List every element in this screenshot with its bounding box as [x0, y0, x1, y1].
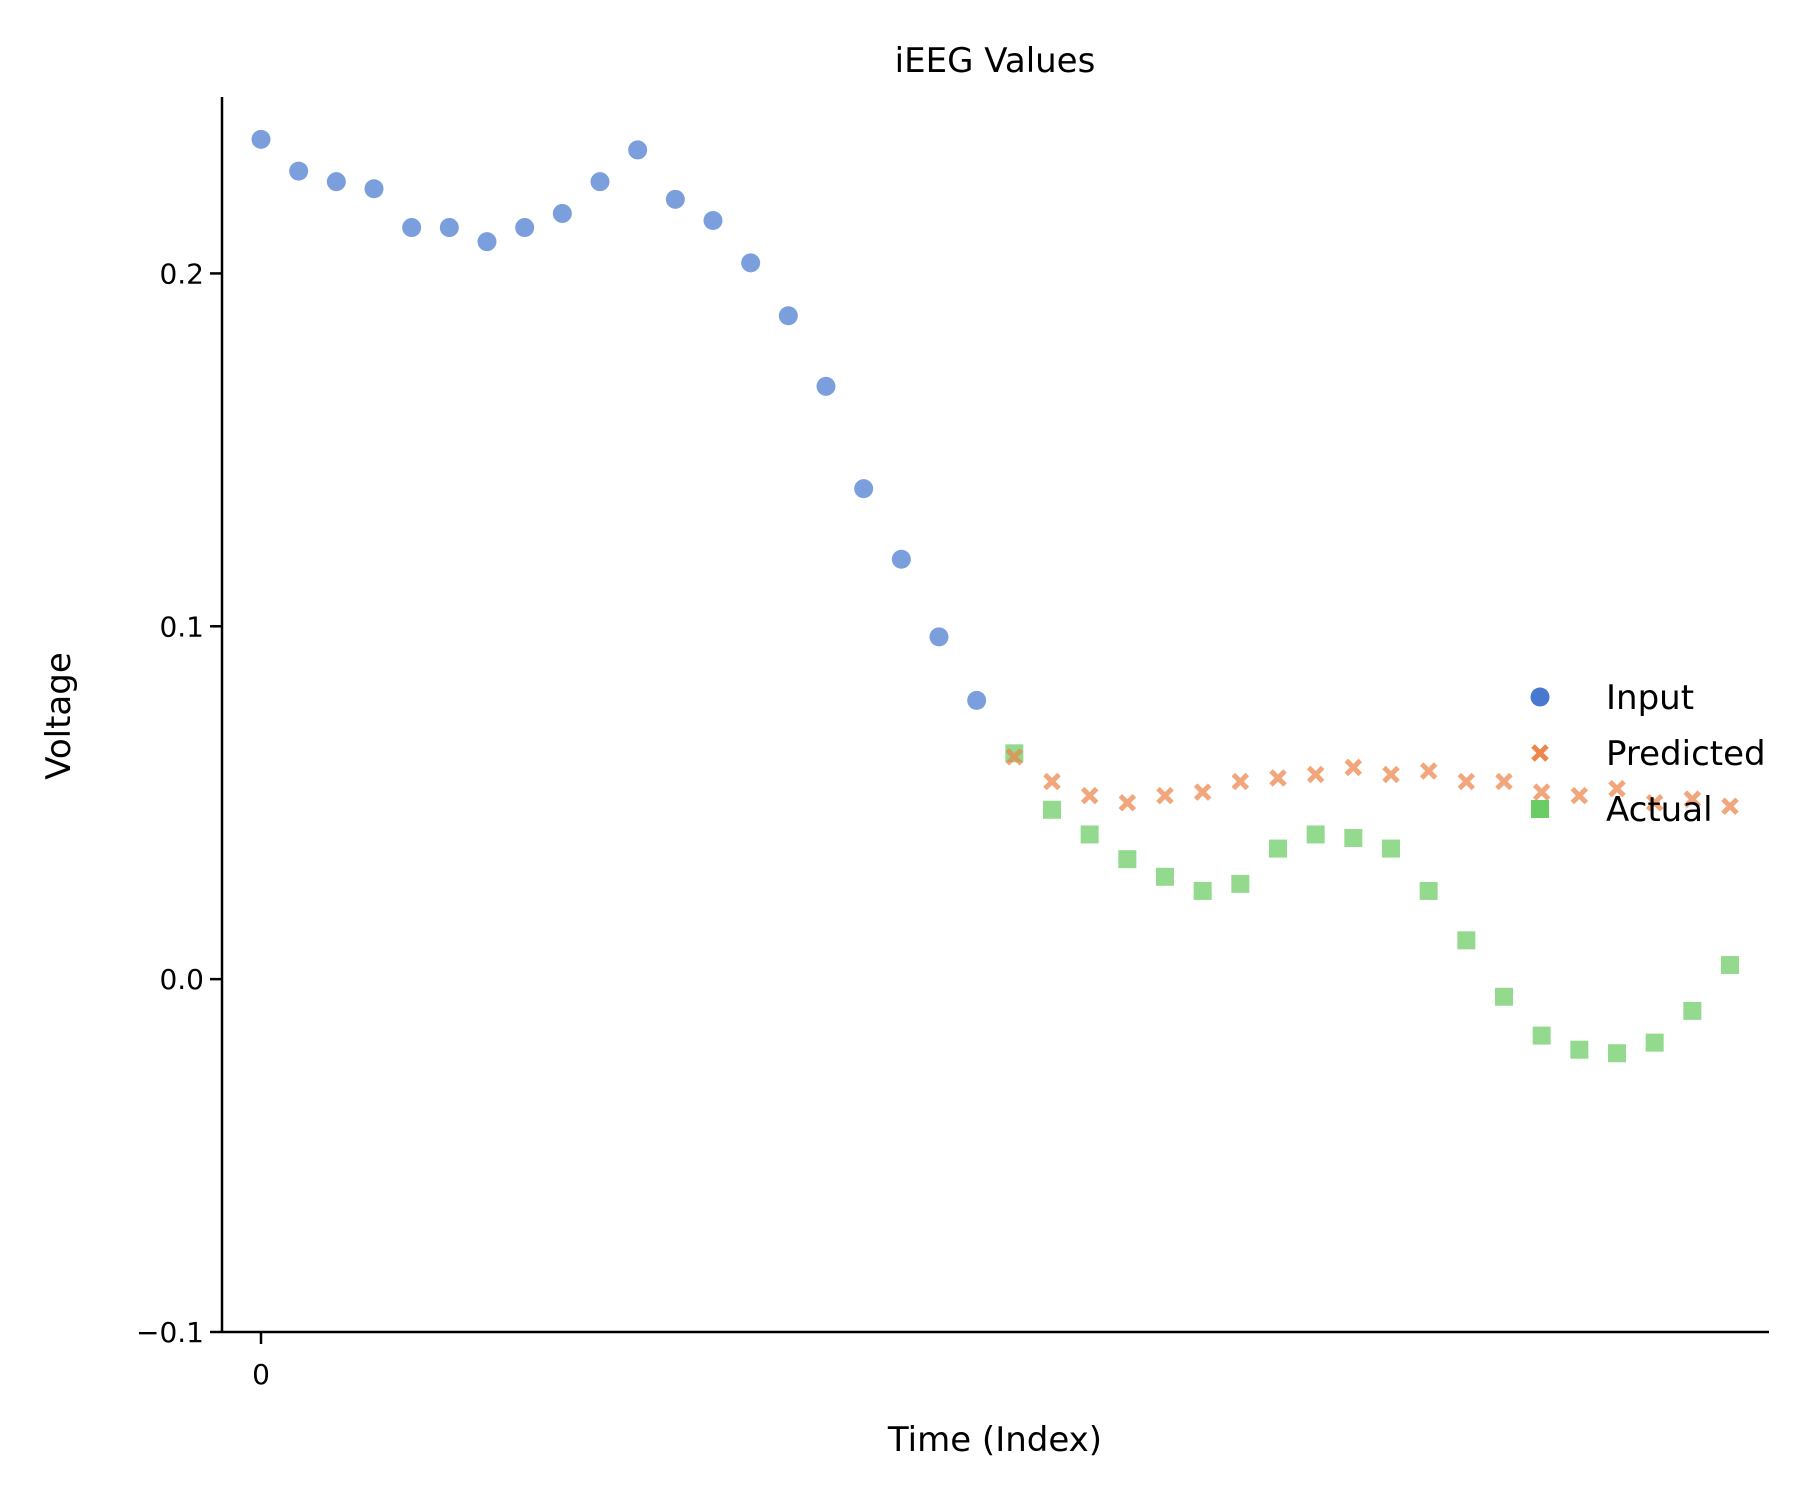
legend-label-predicted: Predicted [1606, 734, 1766, 774]
data-point-predicted [1457, 772, 1476, 791]
data-point-input [816, 376, 836, 396]
y-tick-label: 0.2 [159, 257, 204, 290]
data-point-predicted [1043, 772, 1061, 791]
data-point-actual [1495, 987, 1513, 1006]
data-point-actual [1080, 825, 1099, 844]
data-point-predicted [1231, 772, 1250, 791]
data-point-input [854, 479, 874, 499]
data-point-input [628, 140, 648, 160]
data-point-predicted [1532, 783, 1551, 801]
data-point-input [364, 179, 384, 199]
legend: Input Predicted Actual [1530, 678, 1766, 830]
data-point-predicted [1080, 786, 1099, 805]
data-point-predicted [1005, 748, 1024, 766]
data-point-predicted [1570, 786, 1589, 805]
data-point-input [402, 218, 422, 238]
x-ticks: 0 [252, 1332, 270, 1391]
data-point-predicted [1683, 790, 1702, 808]
legend-marker-actual [1531, 800, 1549, 818]
data-point-input [778, 306, 798, 326]
data-point-actual [1043, 800, 1061, 819]
y-tick-label: 0.0 [159, 963, 204, 996]
data-point-actual [1457, 931, 1476, 950]
data-point-predicted [1306, 765, 1325, 784]
series-actual [1005, 744, 1739, 1063]
data-point-predicted [1608, 779, 1626, 798]
data-point-input [665, 189, 685, 209]
data-point-input [703, 211, 723, 230]
legend-marker-predicted [1531, 744, 1549, 762]
series-input [251, 129, 987, 710]
x-axis-label: Time (Index) [887, 1420, 1102, 1460]
data-point-actual [1382, 839, 1400, 858]
data-point-input [251, 129, 271, 149]
data-point-predicted [1193, 783, 1212, 801]
legend-label-actual: Actual [1606, 790, 1713, 830]
data-point-actual [1570, 1040, 1589, 1059]
data-point-predicted [1156, 786, 1174, 805]
data-point-actual [1532, 1026, 1551, 1045]
data-point-input [929, 627, 949, 647]
chart-title: iEEG Values [895, 41, 1096, 81]
data-point-actual [1683, 1001, 1702, 1020]
data-point-predicted [1118, 793, 1137, 812]
data-point-predicted [1721, 797, 1739, 816]
data-point-input [741, 253, 761, 273]
data-point-input [326, 172, 346, 192]
series-predicted [1005, 748, 1739, 816]
data-point-actual [1721, 956, 1739, 975]
data-point-input [439, 218, 459, 238]
data-point-predicted [1645, 793, 1664, 812]
legend-label-input: Input [1606, 678, 1694, 718]
data-point-actual [1231, 874, 1250, 893]
data-point-predicted [1344, 758, 1363, 777]
data-point-input [289, 161, 309, 181]
legend-marker-input [1530, 687, 1550, 707]
data-point-input [891, 549, 911, 569]
data-point-predicted [1419, 762, 1438, 780]
y-tick-label: −0.1 [136, 1316, 204, 1349]
data-point-actual [1118, 850, 1137, 869]
data-point-actual [1193, 881, 1212, 900]
data-point-input [515, 218, 535, 238]
data-point-actual [1608, 1044, 1626, 1063]
data-marks [251, 129, 1739, 1063]
x-tick-label: 0 [252, 1358, 270, 1391]
data-point-predicted [1495, 772, 1513, 791]
data-point-actual [1269, 839, 1287, 858]
y-axis-label: Voltage [39, 652, 79, 780]
data-point-actual [1344, 829, 1363, 847]
data-point-predicted [1269, 769, 1287, 787]
data-point-actual [1306, 825, 1325, 844]
data-point-predicted [1382, 765, 1400, 784]
data-point-actual [1419, 881, 1438, 900]
data-point-input [552, 203, 572, 223]
data-point-actual [1645, 1033, 1664, 1052]
y-ticks: −0.1 0.0 0.1 0.2 [136, 257, 222, 1349]
y-tick-label: 0.1 [159, 610, 204, 643]
data-point-input [967, 690, 987, 710]
data-point-actual [1156, 867, 1174, 886]
data-point-input [477, 232, 497, 252]
data-point-input [590, 172, 610, 192]
